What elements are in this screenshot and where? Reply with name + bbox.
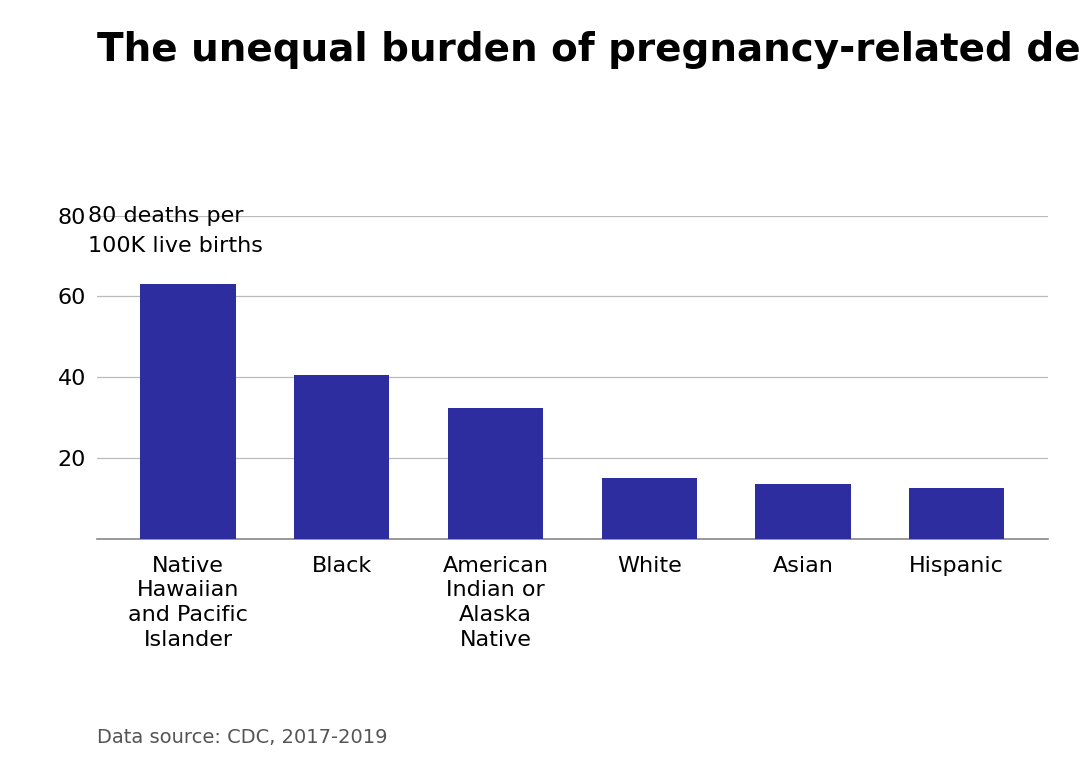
- Bar: [294, 375, 390, 539]
- Text: Data source: CDC, 2017-2019: Data source: CDC, 2017-2019: [97, 728, 388, 747]
- Bar: [909, 488, 1004, 539]
- Bar: [755, 484, 851, 539]
- Text: 100K live births: 100K live births: [87, 236, 262, 256]
- Bar: [602, 478, 697, 539]
- Text: The unequal burden of pregnancy-related deaths: The unequal burden of pregnancy-related …: [97, 31, 1080, 69]
- Bar: [140, 284, 235, 539]
- Bar: [448, 407, 543, 539]
- Text: 80 deaths per: 80 deaths per: [87, 206, 243, 226]
